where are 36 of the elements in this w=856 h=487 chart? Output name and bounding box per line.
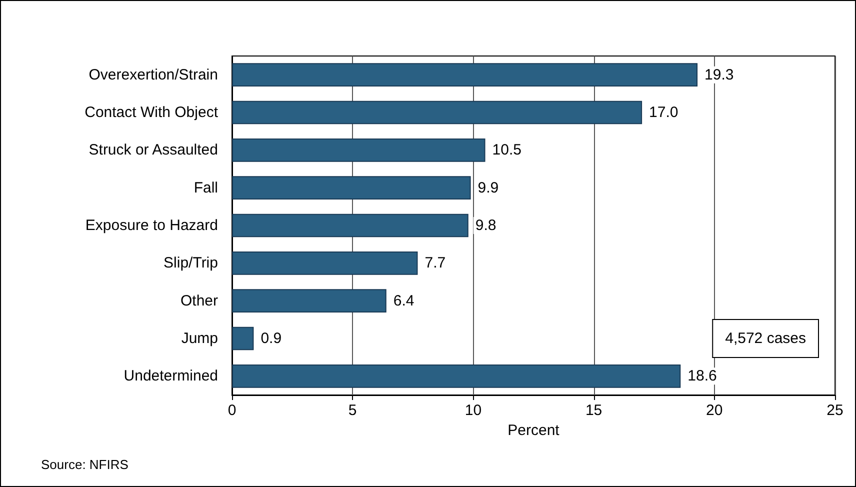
x-tick-label: 25 — [826, 402, 844, 419]
bar — [232, 251, 418, 275]
bar — [232, 214, 468, 238]
x-tick-label: 5 — [348, 402, 357, 419]
data-label: 17.0 — [649, 104, 678, 121]
y-tick-label: Struck or Assaulted — [88, 142, 218, 159]
y-tick-label: Fall — [194, 179, 218, 196]
y-tick-label: Exposure to Hazard — [85, 217, 218, 234]
data-label: 18.6 — [688, 368, 717, 385]
bar — [232, 364, 681, 388]
data-label: 6.4 — [393, 292, 414, 310]
x-tick-label: 10 — [464, 402, 482, 419]
bar — [232, 100, 642, 124]
data-label: 7.7 — [424, 254, 446, 272]
source-note: Source: NFIRS — [41, 457, 129, 472]
data-label: 0.9 — [260, 330, 282, 347]
bar — [232, 326, 254, 350]
bar — [232, 176, 471, 200]
data-label: 9.9 — [478, 179, 499, 196]
y-tick-label: Contact With Object — [84, 104, 219, 121]
bar — [232, 138, 486, 162]
data-label: 9.8 — [475, 217, 496, 234]
data-label: 10.5 — [492, 142, 522, 159]
y-tick-label: Undetermined — [124, 368, 218, 385]
annotation: 4,572 cases — [725, 330, 806, 347]
y-tick-label: Overexertion/Strain — [88, 66, 218, 84]
y-tick-label: Jump — [181, 330, 218, 347]
bar — [232, 63, 698, 87]
data-label: 19.3 — [704, 66, 734, 84]
x-axis-title: Percent — [508, 422, 560, 439]
x-tick-label: 0 — [228, 402, 236, 419]
y-tick-label: Slip/Trip — [164, 254, 218, 272]
x-tick-label: 20 — [706, 402, 723, 419]
bar — [232, 289, 386, 313]
x-tick-label: 15 — [585, 402, 602, 419]
y-tick-label: Other — [180, 292, 218, 310]
